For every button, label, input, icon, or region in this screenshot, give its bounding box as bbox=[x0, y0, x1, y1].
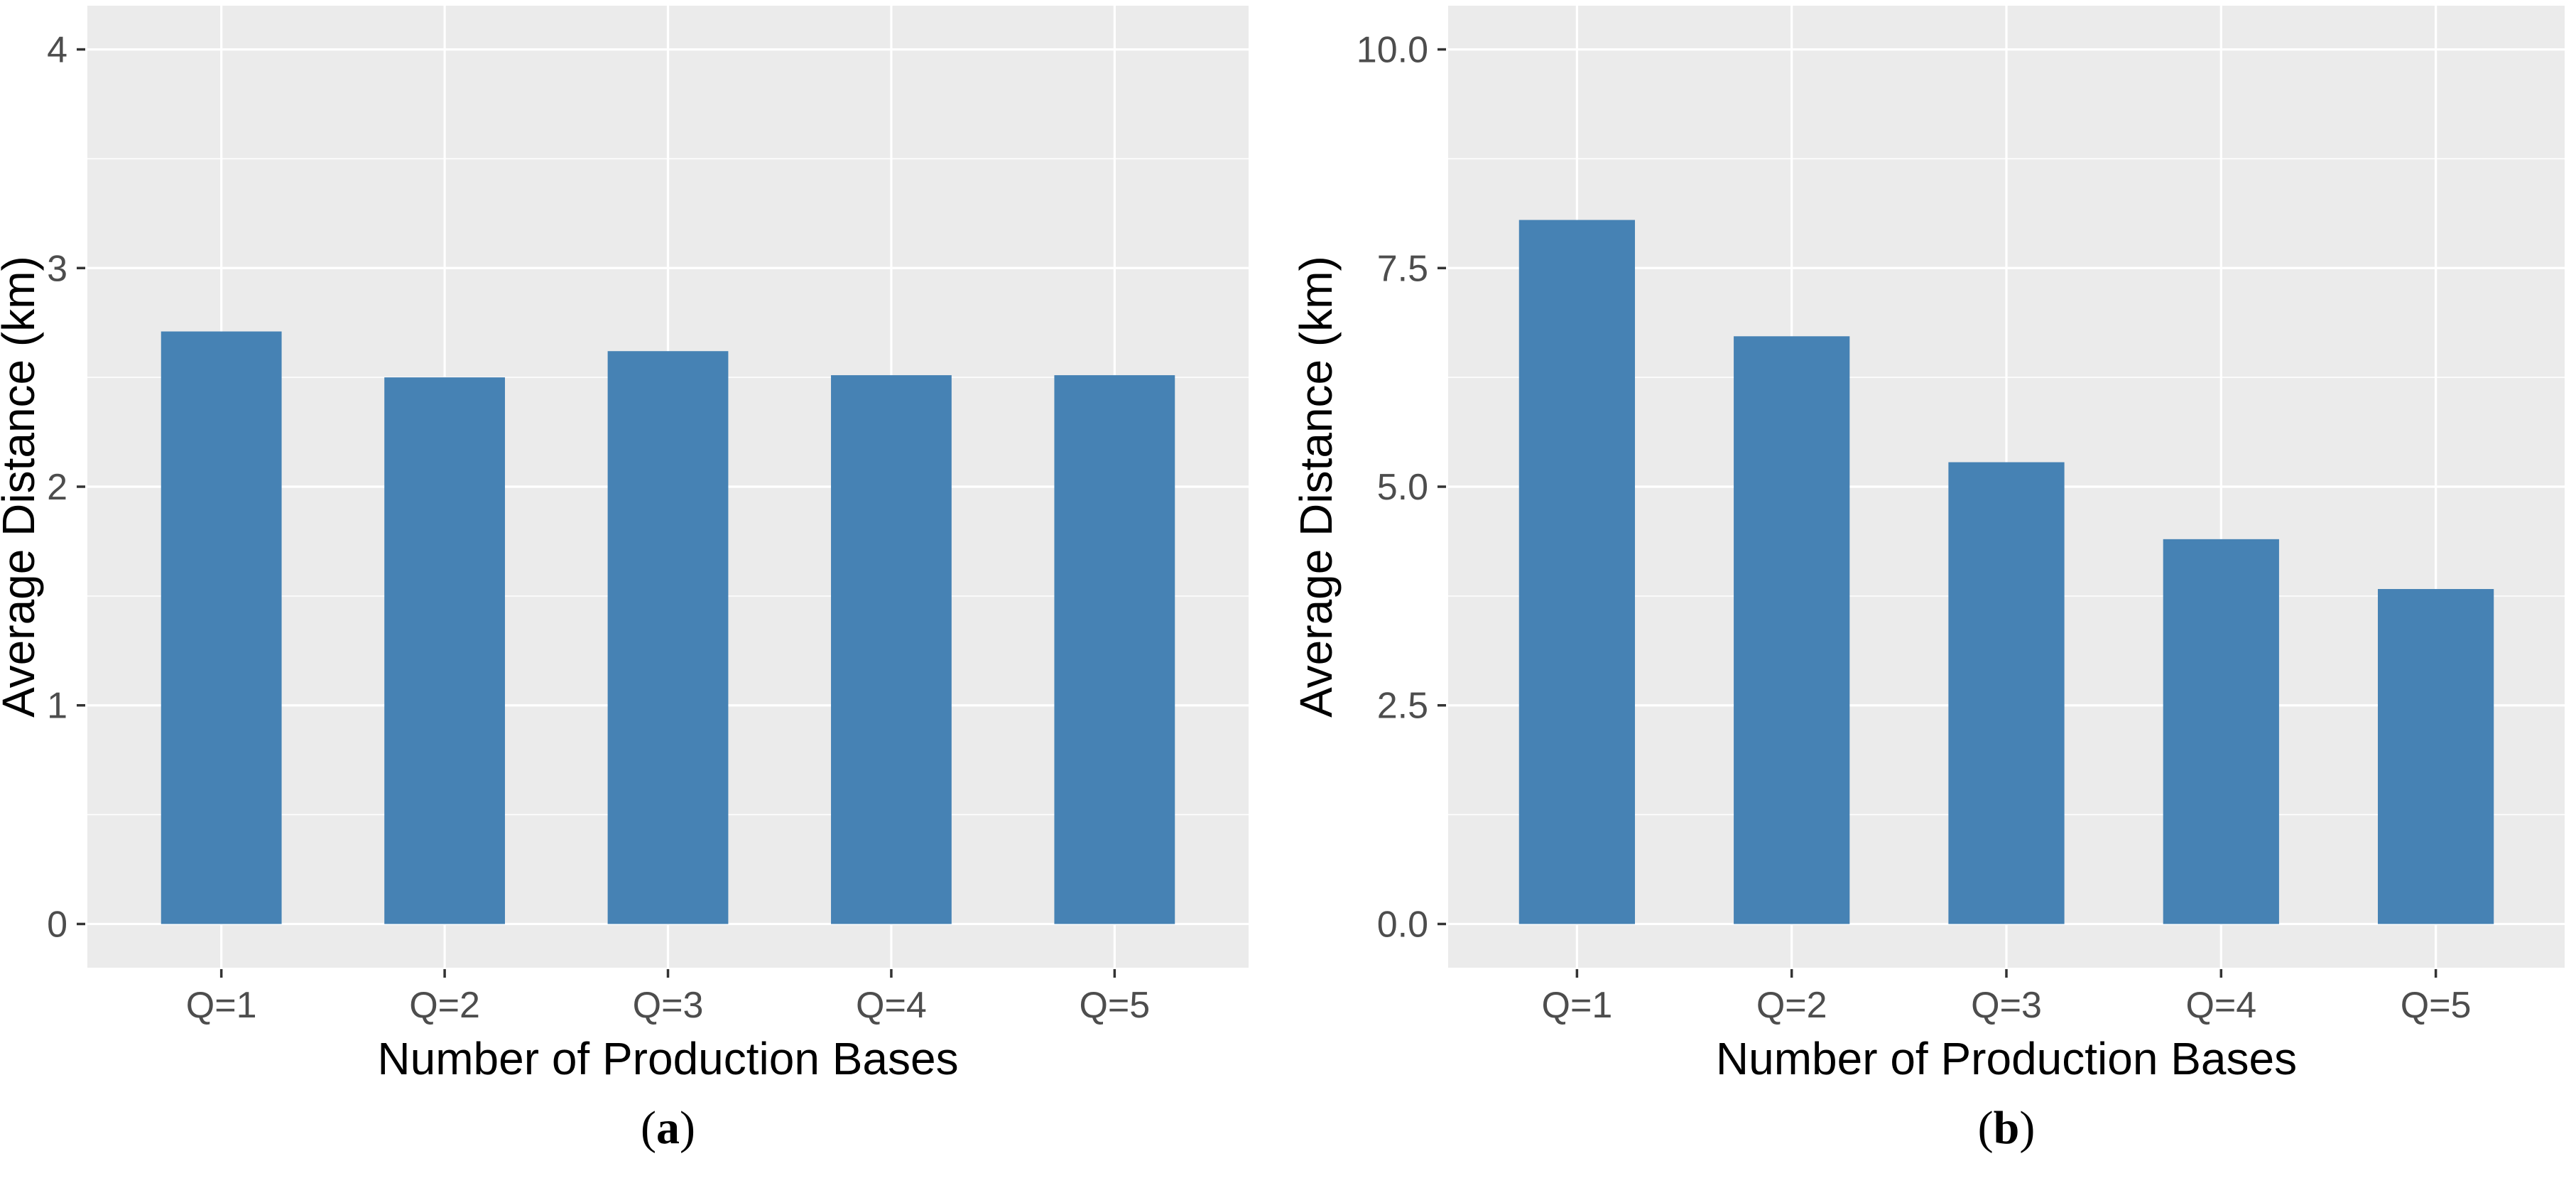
caption-b-open: ( bbox=[1977, 1102, 1994, 1154]
chart-a: 0 1 2 3 4 Q=1 Q=2 Q=3 Q=4 Q=5 Average Distance (km… bbox=[0, 6, 1249, 1084]
y-tick-label: 2.5 bbox=[1377, 686, 1428, 727]
y-tick-label: 3 bbox=[47, 248, 67, 289]
caption-b-letter: b bbox=[1993, 1102, 2020, 1154]
x-tick-label: Q=3 bbox=[633, 985, 704, 1026]
bar-a-Q=5 bbox=[1054, 375, 1175, 924]
x-tick-label: Q=2 bbox=[409, 985, 480, 1026]
y-tick-label: 0 bbox=[47, 904, 67, 945]
x-tick-label: Q=5 bbox=[1079, 985, 1150, 1026]
x-tick-label: Q=5 bbox=[2401, 985, 2472, 1026]
bar-a-Q=1 bbox=[161, 331, 282, 924]
x-tick-label: Q=4 bbox=[856, 985, 927, 1026]
bar-b-Q=1 bbox=[1518, 220, 1636, 924]
y-tick-label: 2 bbox=[47, 467, 67, 508]
y-axis-title-b: Average Distance (km) bbox=[1290, 256, 1342, 718]
chart-b: 0.0 2.5 5.0 7.5 10.0 Q=1 Q=2 Q=3 Q=4 Q=5 Average D… bbox=[1290, 6, 2565, 1084]
bar-b-Q=3 bbox=[1948, 462, 2065, 924]
caption-a-letter: a bbox=[656, 1102, 680, 1154]
bar-a-Q=2 bbox=[384, 377, 505, 924]
caption-a-close: ) bbox=[680, 1102, 695, 1154]
y-axis-title-a: Average Distance (km) bbox=[0, 256, 44, 718]
y-tick-label: 1 bbox=[47, 686, 67, 727]
x-axis-title-a: Number of Production Bases bbox=[377, 1033, 958, 1084]
bar-a-Q=4 bbox=[831, 375, 952, 924]
y-tick-label: 0.0 bbox=[1377, 904, 1428, 945]
caption-b: (b) bbox=[1448, 1105, 2565, 1152]
panel-a: 0 1 2 3 4 Q=1 Q=2 Q=3 Q=4 Q=5 Average Distance (km… bbox=[0, 6, 1249, 1152]
y-tick-label: 5.0 bbox=[1377, 467, 1428, 508]
caption-a-open: ( bbox=[641, 1102, 656, 1154]
bar-b-Q=5 bbox=[2377, 589, 2494, 924]
x-tick-label: Q=1 bbox=[186, 985, 257, 1026]
x-axis-title-b: Number of Production Bases bbox=[1716, 1033, 2297, 1084]
y-tick-label: 4 bbox=[47, 30, 67, 71]
caption-a: (a) bbox=[87, 1105, 1249, 1152]
bar-a-Q=3 bbox=[607, 351, 729, 924]
panel-b: 0.0 2.5 5.0 7.5 10.0 Q=1 Q=2 Q=3 Q=4 Q=5 Average D… bbox=[1288, 0, 2575, 1183]
x-tick-label: Q=3 bbox=[1971, 985, 2042, 1026]
caption-b-close: ) bbox=[2019, 1102, 2036, 1154]
bar-b-Q=4 bbox=[2163, 539, 2279, 924]
x-tick-label: Q=4 bbox=[2185, 985, 2256, 1026]
bar-b-Q=2 bbox=[1734, 336, 1850, 924]
x-tick-label: Q=2 bbox=[1756, 985, 1827, 1026]
x-tick-label: Q=1 bbox=[1542, 985, 1613, 1026]
y-tick-label: 10.0 bbox=[1357, 30, 1428, 71]
y-tick-label: 7.5 bbox=[1377, 248, 1428, 289]
